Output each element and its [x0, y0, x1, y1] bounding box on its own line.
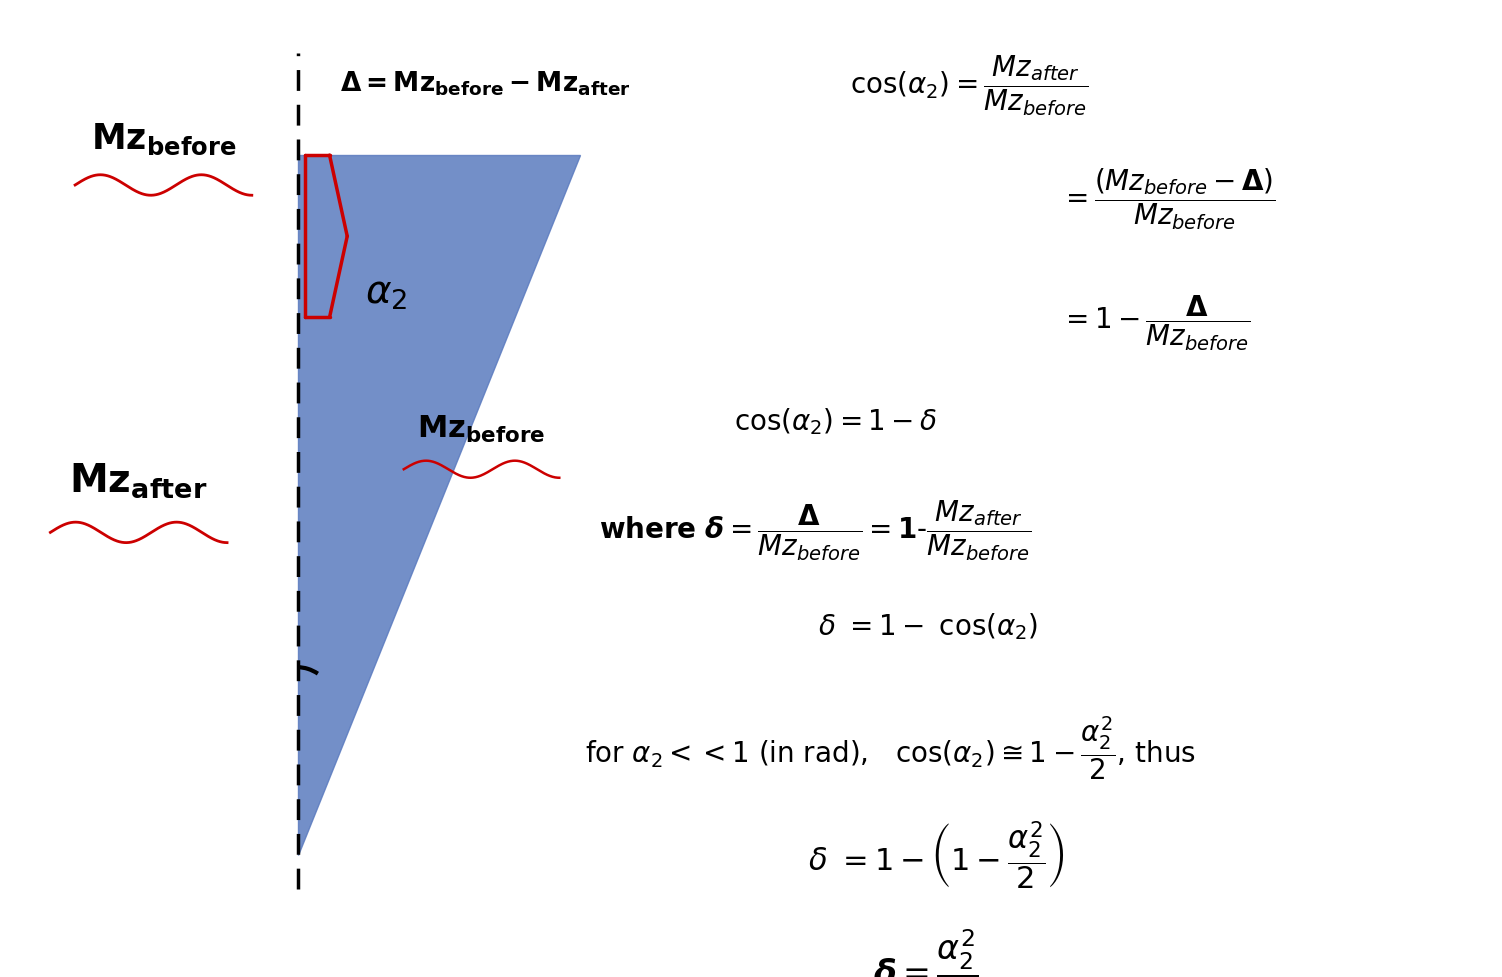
- Text: $\boldsymbol{\delta} = \dfrac{\boldsymbol{\alpha_2^2}}{\mathbf{2}}$: $\boldsymbol{\delta} = \dfrac{\boldsymbo…: [874, 926, 979, 977]
- Text: $\mathbf{where}\ \boldsymbol{\delta} = \dfrac{\boldsymbol{\Delta}}{Mz_{before}} : $\mathbf{where}\ \boldsymbol{\delta} = \…: [599, 498, 1030, 563]
- Text: $\mathbf{Mz_{before}}$: $\mathbf{Mz_{before}}$: [418, 413, 545, 445]
- Text: $= \dfrac{(Mz_{before} - \boldsymbol{\Delta})}{Mz_{before}}$: $= \dfrac{(Mz_{before} - \boldsymbol{\De…: [1060, 166, 1275, 232]
- Text: $\delta \ = 1 - \ \cos(\alpha_2)$: $\delta \ = 1 - \ \cos(\alpha_2)$: [817, 611, 1038, 641]
- Text: $\cos(\alpha_2) = \dfrac{Mz_{after}}{Mz_{before}}$: $\cos(\alpha_2) = \dfrac{Mz_{after}}{Mz_…: [850, 54, 1089, 118]
- Text: $\alpha_2$: $\alpha_2$: [365, 274, 407, 312]
- Polygon shape: [297, 156, 580, 855]
- Text: for $\alpha_2 << 1$ (in rad),   $\cos(\alpha_2) \cong 1 - \dfrac{\alpha_2^2}{2}$: for $\alpha_2 << 1$ (in rad), $\cos(\alp…: [584, 713, 1196, 781]
- Text: $\delta \ = 1 - \left(1 - \dfrac{\alpha_2^2}{2}\right)$: $\delta \ = 1 - \left(1 - \dfrac{\alpha_…: [808, 819, 1065, 891]
- Text: $\mathbf{\Delta = Mz_{before} - Mz_{after}}$: $\mathbf{\Delta = Mz_{before} - Mz_{afte…: [339, 69, 631, 98]
- Text: $= 1 - \dfrac{\boldsymbol{\Delta}}{Mz_{before}}$: $= 1 - \dfrac{\boldsymbol{\Delta}}{Mz_{b…: [1060, 293, 1250, 353]
- Text: $\mathbf{Mz_{before}}$: $\mathbf{Mz_{before}}$: [90, 121, 236, 156]
- Text: $\cos(\alpha_2) = 1 - \delta$: $\cos(\alpha_2) = 1 - \delta$: [733, 405, 937, 436]
- Text: $\mathbf{Mz_{after}}$: $\mathbf{Mz_{after}}$: [69, 461, 209, 499]
